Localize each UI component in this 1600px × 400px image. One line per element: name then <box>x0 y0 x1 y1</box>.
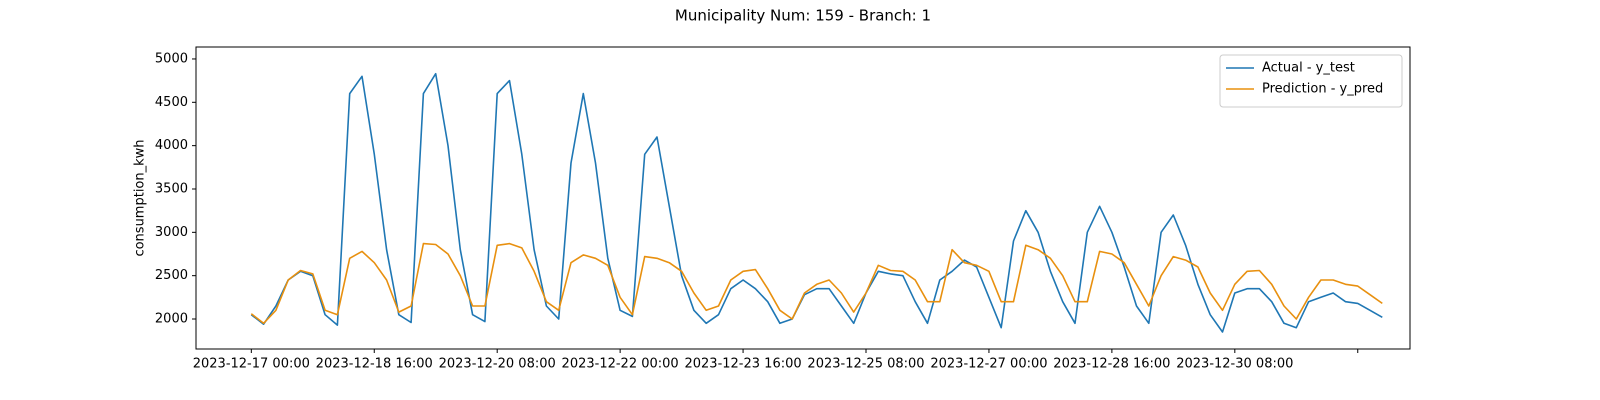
plot-frame <box>195 46 1411 350</box>
x-tick-label: 2023-12-22 00:00 <box>562 357 679 372</box>
x-tick-label: 2023-12-18 16:00 <box>316 357 433 372</box>
x-tick-label: 2023-12-30 08:00 <box>1176 357 1293 372</box>
y-tick-label: 3000 <box>155 225 188 240</box>
series-line <box>250 242 1383 325</box>
y-tick-label: 2000 <box>155 312 188 327</box>
y-tick-label: 3500 <box>155 181 188 196</box>
x-tick-label: 2023-12-23 16:00 <box>684 357 801 372</box>
y-axis-label: consumption_kwh <box>133 139 148 256</box>
y-tick-label: 2500 <box>155 268 188 283</box>
chart-title: Municipality Num: 159 - Branch: 1 <box>675 7 931 25</box>
y-tick-label: 4500 <box>155 95 188 110</box>
x-tick-label: 2023-12-17 00:00 <box>193 357 310 372</box>
legend-box <box>1219 54 1403 108</box>
y-tick-label: 4000 <box>155 138 188 153</box>
x-tick-label: 2023-12-27 00:00 <box>930 357 1047 372</box>
x-tick-label: 2023-12-25 08:00 <box>807 357 924 372</box>
legend-label: Actual - y_test <box>1262 61 1355 76</box>
x-tick-label: 2023-12-20 08:00 <box>439 357 556 372</box>
legend-label: Prediction - y_pred <box>1262 82 1383 97</box>
x-tick-label: 2023-12-28 16:00 <box>1053 357 1170 372</box>
series-line <box>250 72 1383 333</box>
y-tick-label: 5000 <box>155 51 188 66</box>
